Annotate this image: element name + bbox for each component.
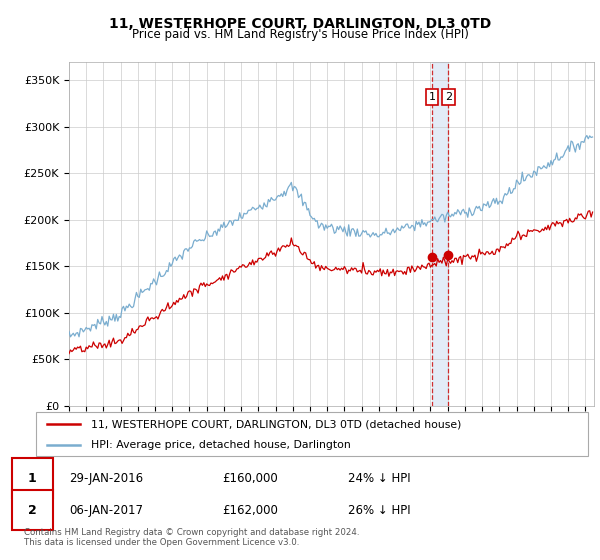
Text: 2: 2 — [28, 503, 37, 517]
Bar — [432, 62, 448, 406]
FancyBboxPatch shape — [36, 412, 588, 456]
Text: £162,000: £162,000 — [222, 503, 278, 517]
Text: 2: 2 — [445, 92, 452, 102]
Text: £160,000: £160,000 — [222, 472, 278, 485]
Text: This data is licensed under the Open Government Licence v3.0.: This data is licensed under the Open Gov… — [24, 538, 299, 547]
Text: 1: 1 — [28, 472, 37, 485]
Text: 11, WESTERHOPE COURT, DARLINGTON, DL3 0TD (detached house): 11, WESTERHOPE COURT, DARLINGTON, DL3 0T… — [91, 419, 461, 429]
Text: 11, WESTERHOPE COURT, DARLINGTON, DL3 0TD: 11, WESTERHOPE COURT, DARLINGTON, DL3 0T… — [109, 17, 491, 31]
Text: 26% ↓ HPI: 26% ↓ HPI — [348, 503, 410, 517]
Text: 29-JAN-2016: 29-JAN-2016 — [69, 472, 143, 485]
Text: 1: 1 — [428, 92, 436, 102]
Text: Price paid vs. HM Land Registry's House Price Index (HPI): Price paid vs. HM Land Registry's House … — [131, 28, 469, 41]
Text: 24% ↓ HPI: 24% ↓ HPI — [348, 472, 410, 485]
Text: HPI: Average price, detached house, Darlington: HPI: Average price, detached house, Darl… — [91, 440, 351, 450]
Text: Contains HM Land Registry data © Crown copyright and database right 2024.: Contains HM Land Registry data © Crown c… — [24, 528, 359, 537]
Text: 06-JAN-2017: 06-JAN-2017 — [69, 503, 143, 517]
